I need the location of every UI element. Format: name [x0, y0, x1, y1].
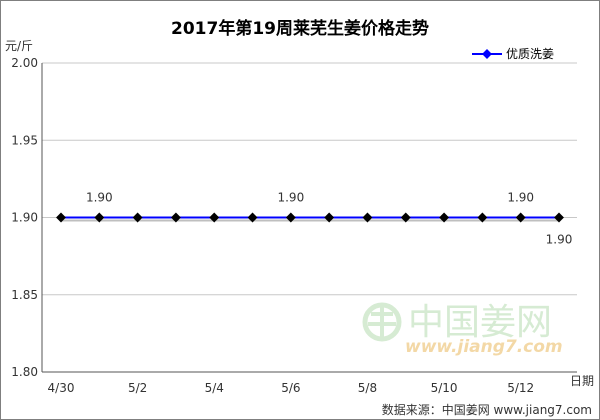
series-point — [170, 212, 181, 223]
series-point — [400, 212, 411, 223]
watermark-logo-icon — [362, 302, 402, 342]
watermark-cn-text: 中国姜网 — [408, 302, 552, 343]
series-line-layer — [61, 216, 559, 222]
data-source: 数据来源：中国姜网 www.jiang7.com — [382, 402, 592, 417]
data-label: 1.90 — [507, 191, 534, 205]
axes — [41, 63, 577, 373]
x-tick-label: 5/10 — [431, 381, 458, 395]
y-tick-label: 1.90 — [11, 211, 38, 225]
series-point — [285, 212, 296, 223]
y-tick-label: 2.00 — [11, 56, 38, 70]
legend: 优质洗姜 — [472, 47, 554, 61]
series-point — [94, 212, 105, 223]
gridlines — [42, 62, 577, 296]
y-tick-label: 1.85 — [11, 288, 38, 302]
data-label: 1.90 — [86, 191, 113, 205]
watermark-url-text: www.jiang7.com — [405, 337, 563, 357]
chart-title: 2017年第19周莱芜生姜价格走势 — [171, 18, 429, 39]
series-point — [477, 212, 488, 223]
series-point — [132, 212, 143, 223]
x-tick-label: 5/2 — [128, 381, 147, 395]
y-axis-unit-label: 元/斤 — [5, 39, 33, 53]
watermark: 中国姜网 www.jiang7.com — [362, 302, 563, 357]
series-point — [554, 212, 564, 223]
x-tick-label: 4/30 — [48, 381, 75, 395]
x-tick-labels: 4/30 5/2 5/4 5/6 5/8 5/10 5/12 — [48, 381, 535, 395]
series-point — [56, 212, 66, 223]
x-tick-label: 5/4 — [205, 381, 224, 395]
series-point — [209, 212, 220, 223]
y-tick-label: 1.95 — [11, 133, 38, 147]
series-point — [324, 212, 335, 223]
series-markers — [56, 212, 564, 223]
series-point — [515, 212, 526, 223]
legend-label: 优质洗姜 — [506, 47, 554, 61]
data-label: 1.90 — [277, 191, 304, 205]
x-tick-label: 5/6 — [281, 381, 300, 395]
x-tick-label: 5/8 — [358, 381, 377, 395]
y-tick-label: 1.80 — [11, 365, 38, 379]
x-tick-label: 5/12 — [507, 381, 534, 395]
series-point — [439, 212, 450, 223]
legend-marker-swatch — [482, 49, 492, 59]
series-point — [362, 212, 373, 223]
x-axis-unit-label: 日期 — [570, 374, 594, 388]
series-point — [247, 212, 258, 223]
data-label: 1.90 — [546, 233, 573, 247]
data-labels: 1.90 1.90 1.90 1.90 — [86, 191, 572, 247]
y-tick-labels: 1.80 1.85 1.90 1.95 2.00 — [11, 56, 38, 379]
